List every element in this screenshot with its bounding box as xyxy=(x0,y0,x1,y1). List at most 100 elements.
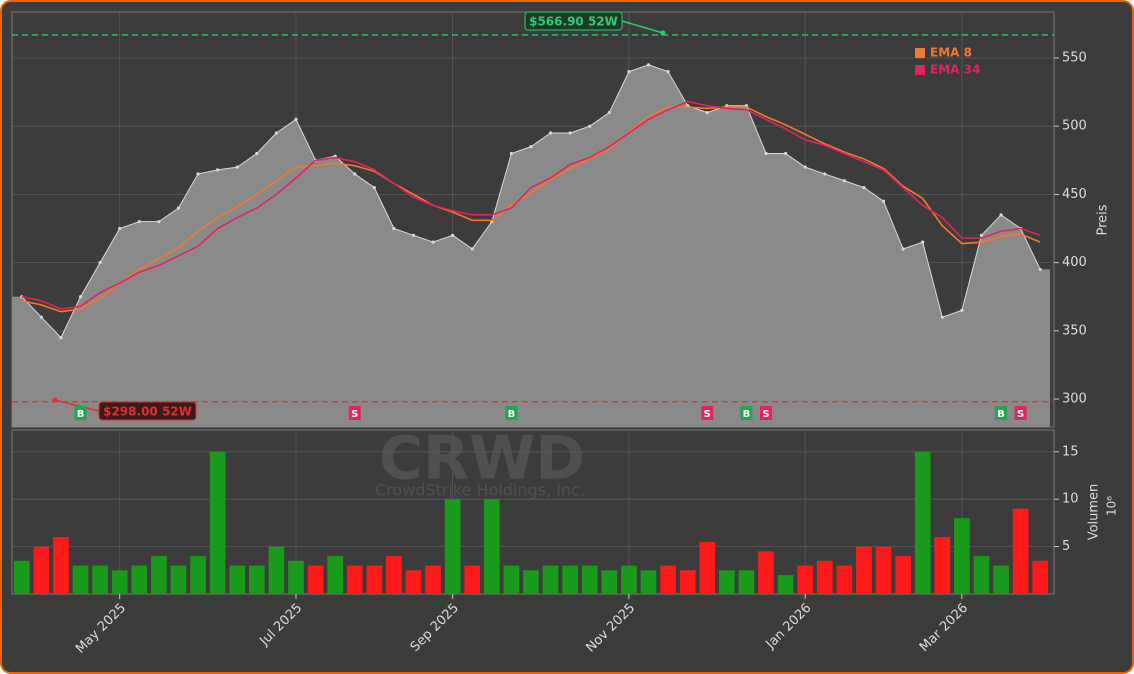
signal-label: S xyxy=(704,409,711,420)
price-point xyxy=(431,240,435,244)
volume-bar xyxy=(758,551,774,594)
price-point xyxy=(137,220,141,224)
volume-bar xyxy=(875,546,892,594)
high_52w-box xyxy=(524,11,623,31)
volume-bar xyxy=(209,451,226,594)
price-point xyxy=(529,145,533,149)
price-point xyxy=(842,179,846,183)
y-axis-unit: 10⁶ xyxy=(1105,496,1119,516)
volume-bar xyxy=(503,565,520,594)
price-point xyxy=(803,165,807,169)
y-axis-label: Volumen xyxy=(1087,484,1102,541)
price-point xyxy=(39,315,43,319)
price-point xyxy=(627,70,631,74)
y-axis-label: Preis xyxy=(1096,204,1111,235)
volume-bar xyxy=(229,565,246,594)
low_52w-box xyxy=(98,401,197,421)
price-point xyxy=(607,110,611,115)
signal-label: S xyxy=(351,409,358,420)
price-point xyxy=(940,315,944,319)
signal-label: B xyxy=(508,409,516,420)
y-tick-label: 5 xyxy=(1062,539,1070,554)
volume-bar xyxy=(33,546,50,594)
y-tick-label: 300 xyxy=(1062,392,1087,407)
signal-label: B xyxy=(77,409,85,420)
volume-bar xyxy=(581,565,598,594)
signal-marker xyxy=(505,406,518,420)
volume-bar xyxy=(640,570,657,594)
volume-bar xyxy=(346,565,363,594)
legend-label: EMA 8 xyxy=(930,46,972,60)
legend-swatch xyxy=(915,65,925,75)
price-point xyxy=(823,172,827,176)
price-point xyxy=(784,151,788,156)
low_52w-label: $298.00 52W xyxy=(103,405,192,419)
low_52w-arrow-head xyxy=(52,397,58,403)
signal-marker xyxy=(348,406,361,420)
price-point xyxy=(666,70,670,74)
price-point xyxy=(568,131,572,135)
price-point xyxy=(353,172,357,176)
volume-bar xyxy=(660,565,676,594)
volume-bar xyxy=(836,565,853,594)
price-point xyxy=(235,165,239,169)
watermark: CRWD xyxy=(379,424,585,494)
volume-bar xyxy=(327,556,343,594)
volume-bar xyxy=(111,570,128,594)
high_52w-arrow-head xyxy=(660,30,666,36)
price-point xyxy=(979,233,984,237)
volume-bar xyxy=(190,556,206,594)
volume-bar xyxy=(523,570,539,594)
volume-bar xyxy=(386,556,402,594)
volume-bar xyxy=(131,565,148,594)
legend-label: EMA 34 xyxy=(930,63,980,77)
volume-bar xyxy=(699,541,716,594)
volume-bar xyxy=(405,570,422,594)
price-point xyxy=(411,233,416,237)
high_52w-label: $566.90 52W xyxy=(529,15,618,29)
volume-bar xyxy=(856,546,872,594)
price-point xyxy=(921,240,925,244)
volume-bar xyxy=(268,546,285,594)
volume-bar xyxy=(483,499,500,594)
volume-bar xyxy=(562,565,579,594)
signal-label: S xyxy=(762,409,769,420)
price-point xyxy=(470,247,474,251)
low_52w-arrow xyxy=(54,399,100,412)
y-tick-label: 350 xyxy=(1062,323,1087,338)
volume-bar xyxy=(307,565,324,594)
volume-bar xyxy=(816,560,833,594)
price-point xyxy=(999,213,1003,217)
ema-line xyxy=(21,100,1041,310)
volume-bar xyxy=(248,565,265,594)
high_52w-arrow xyxy=(621,20,664,34)
price-point xyxy=(901,247,905,251)
price-point xyxy=(1038,267,1042,272)
volume-bar xyxy=(464,565,481,594)
volume-bar xyxy=(719,570,735,594)
price-point xyxy=(176,206,181,210)
signal-label: B xyxy=(743,409,751,420)
volume-bar xyxy=(738,570,755,594)
volume-bar xyxy=(914,451,931,594)
volume-bar xyxy=(92,565,108,594)
price-point xyxy=(98,261,102,265)
y-tick-label: 15 xyxy=(1062,444,1079,459)
volume-bar xyxy=(797,565,814,594)
volume-bar xyxy=(151,556,167,594)
signal-marker xyxy=(1014,406,1027,420)
price-point xyxy=(862,185,866,190)
price-point xyxy=(78,295,83,299)
price-point xyxy=(764,151,768,156)
volume-bar xyxy=(621,565,637,594)
signal-marker xyxy=(74,406,87,420)
price-point xyxy=(646,63,651,67)
price-point xyxy=(255,151,259,156)
ema-line xyxy=(21,106,1041,313)
price-point xyxy=(294,117,298,121)
price-point xyxy=(274,131,278,135)
volume-bar xyxy=(777,575,794,594)
y-tick-label: 500 xyxy=(1062,119,1087,134)
volume-bar xyxy=(13,560,30,594)
